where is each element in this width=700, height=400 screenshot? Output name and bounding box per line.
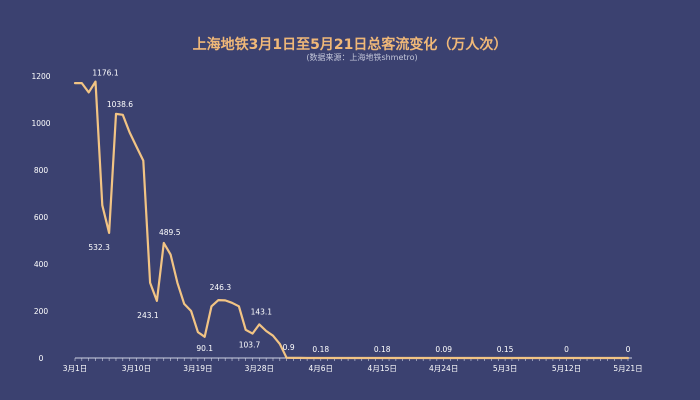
x-tick-label: 3月19日 <box>183 364 212 373</box>
data-label: 532.3 <box>88 243 110 252</box>
y-tick-label: 600 <box>34 213 49 222</box>
x-tick-label: 4月6日 <box>309 364 334 373</box>
x-tick-label: 5月21日 <box>613 364 642 373</box>
data-label: 246.3 <box>210 283 232 292</box>
series-line <box>73 80 630 360</box>
chart-title: 上海地铁3月1日至5月21日总客流变化（万人次） <box>193 36 508 53</box>
y-tick-label: 400 <box>34 260 49 269</box>
x-tick-label: 3月1日 <box>63 364 88 373</box>
y-tick-label: 800 <box>34 166 49 175</box>
data-label: 103.7 <box>239 341 261 350</box>
data-label: 0 <box>564 345 569 354</box>
data-labels: 1176.1 532.3 1038.6 243.1 489.5 90.1 246.3 103.… <box>88 69 630 354</box>
x-tick-label: 4月24日 <box>429 364 458 373</box>
x-tick-label: 4月15日 <box>368 364 397 373</box>
data-label: 0.15 <box>497 345 514 354</box>
data-label: 1038.6 <box>107 100 133 109</box>
data-label: 0.9 <box>283 343 295 352</box>
y-axis: 0 200 400 600 800 1000 1200 <box>31 72 50 363</box>
x-tick-label: 3月10日 <box>122 364 151 373</box>
data-label: 0 <box>626 345 631 354</box>
data-label: 90.1 <box>196 344 213 353</box>
y-tick-label: 1200 <box>31 72 50 81</box>
data-label: 243.1 <box>137 311 159 320</box>
y-tick-label: 200 <box>34 307 49 316</box>
data-label: 489.5 <box>159 228 181 237</box>
x-tick-label: 5月3日 <box>493 364 518 373</box>
data-label: 0.09 <box>435 345 452 354</box>
y-tick-label: 1000 <box>31 119 50 128</box>
data-label: 0.18 <box>312 345 329 354</box>
data-label: 143.1 <box>251 307 273 316</box>
x-tick-label: 5月12日 <box>552 364 581 373</box>
x-tick-label: 3月28日 <box>245 364 274 373</box>
data-label: 1176.1 <box>92 69 118 78</box>
y-tick-label: 0 <box>39 354 44 363</box>
series-area <box>73 80 630 360</box>
chart-subtitle: (数据来源：上海地铁shmetro) <box>306 52 417 62</box>
data-label: 0.18 <box>374 345 391 354</box>
